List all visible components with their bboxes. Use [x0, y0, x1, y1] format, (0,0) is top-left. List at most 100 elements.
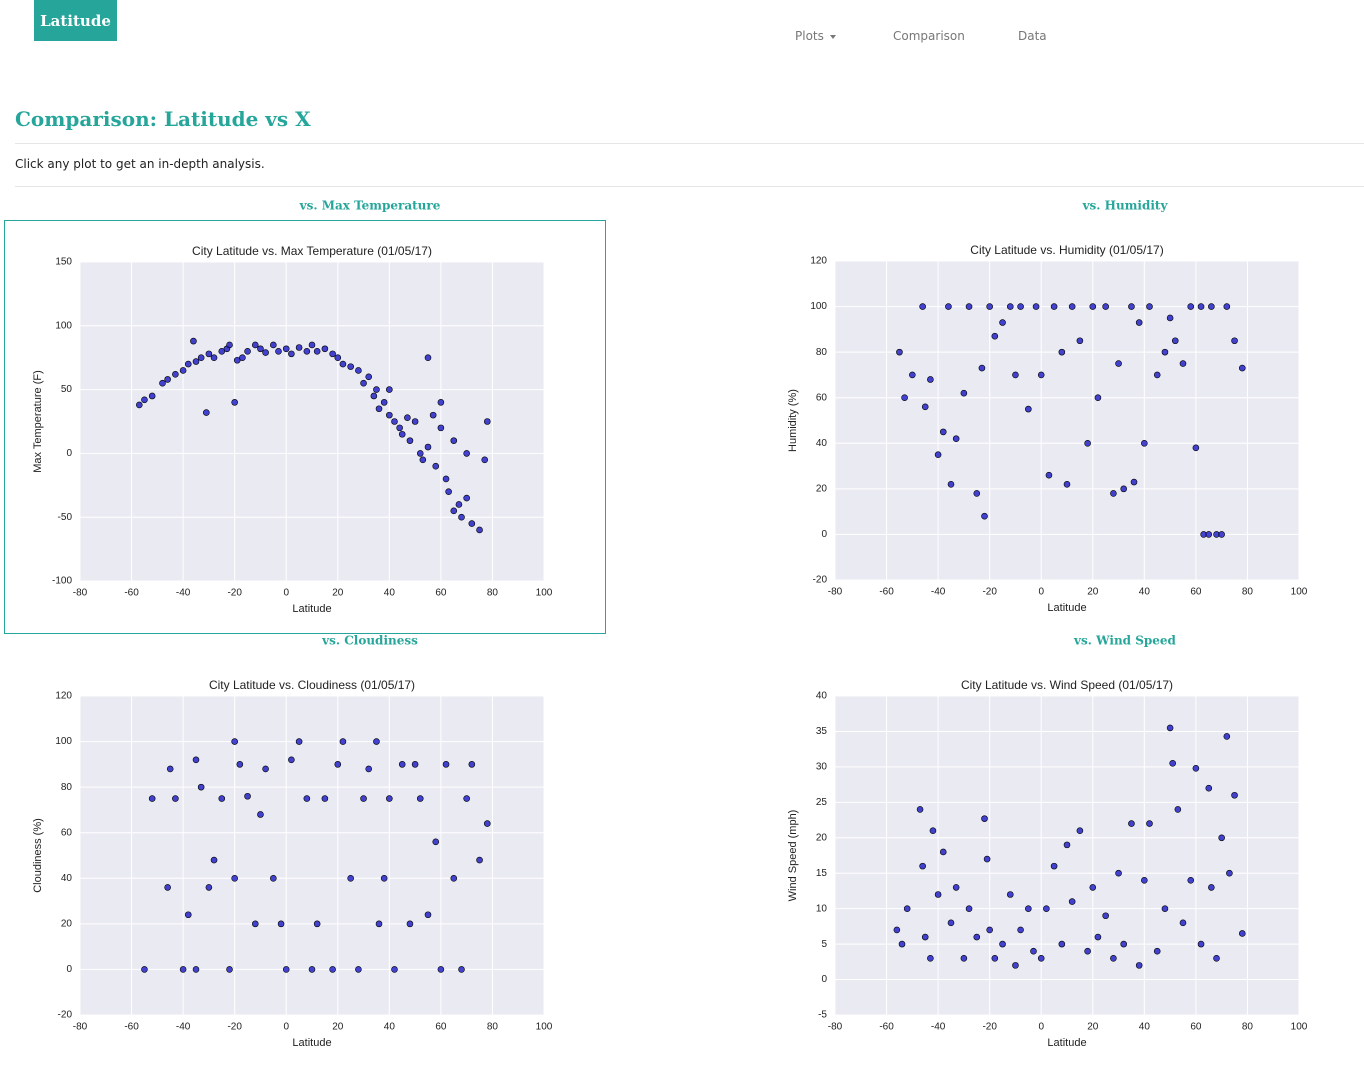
plot-area[interactable]: [835, 696, 1299, 1015]
point: [231, 874, 238, 882]
x-tick-label: 80: [1242, 587, 1254, 598]
chart-heading[interactable]: vs. Max Temperature: [299, 199, 441, 213]
point: [355, 367, 362, 374]
x-tick-label: 40: [1139, 1022, 1151, 1033]
point: [432, 838, 440, 846]
point: [1076, 827, 1084, 834]
point: [1192, 444, 1200, 452]
point: [458, 513, 465, 521]
x-tick-label: -40: [176, 588, 191, 599]
x-tick-label: 80: [1242, 1022, 1254, 1033]
point: [282, 966, 290, 973]
point: [179, 367, 187, 374]
brand[interactable]: Latitude: [34, 0, 117, 41]
point: [481, 456, 489, 464]
plot-area[interactable]: [80, 696, 544, 1015]
point: [244, 792, 251, 800]
point: [463, 450, 470, 457]
point: [1012, 962, 1019, 969]
point: [960, 389, 968, 397]
y-tick-label: 35: [816, 726, 828, 737]
point: [313, 348, 321, 355]
point: [947, 919, 955, 927]
point: [1102, 912, 1109, 920]
divider: [15, 143, 1364, 144]
chart-heading[interactable]: vs. Humidity: [1082, 199, 1169, 213]
point: [437, 399, 445, 406]
point: [476, 856, 483, 864]
point: [445, 488, 452, 495]
point: [1141, 877, 1148, 884]
point: [210, 856, 218, 864]
point: [370, 392, 378, 400]
y-tick-label: 5: [821, 939, 827, 950]
point: [308, 341, 316, 349]
point: [927, 954, 934, 962]
caret: [829, 34, 836, 39]
nav-link[interactable]: Data: [1018, 29, 1047, 43]
point: [303, 348, 311, 355]
x-tick-label: -80: [828, 1022, 843, 1033]
point: [262, 765, 269, 773]
point: [1174, 806, 1182, 813]
x-tick-label: -40: [931, 587, 946, 598]
point: [1045, 471, 1053, 479]
chart-heading[interactable]: vs. Wind Speed: [1073, 634, 1177, 648]
point: [141, 966, 148, 973]
plot-area[interactable]: [835, 261, 1299, 580]
point: [406, 437, 414, 444]
y-tick-label: 40: [61, 873, 73, 884]
point: [1063, 480, 1071, 488]
selected-frame: [4, 220, 606, 634]
point: [1043, 905, 1050, 912]
y-tick-label: 100: [55, 736, 72, 747]
y-tick-label: 120: [55, 691, 72, 702]
point: [432, 462, 440, 470]
point: [934, 891, 942, 898]
point: [450, 507, 458, 515]
point: [270, 874, 277, 882]
point: [406, 920, 414, 928]
x-tick-label: 20: [332, 588, 344, 599]
y-axis-label: Wind Speed (mph): [787, 810, 799, 902]
point: [981, 815, 988, 822]
point: [218, 795, 226, 802]
point: [270, 341, 277, 349]
x-tick-label: -80: [73, 588, 88, 599]
nav-link[interactable]: Plots: [795, 29, 824, 43]
point: [945, 303, 952, 310]
point: [226, 966, 233, 973]
y-tick-label: 40: [816, 691, 828, 702]
point: [1208, 303, 1215, 310]
y-tick-label: -100: [52, 576, 72, 587]
point: [919, 303, 926, 310]
chart-heading[interactable]: vs. Cloudiness: [321, 634, 418, 648]
point: [257, 811, 264, 818]
point: [251, 341, 259, 349]
point: [1076, 337, 1084, 345]
point: [1102, 303, 1109, 310]
point: [203, 409, 210, 416]
point: [939, 428, 947, 436]
x-tick-label: 40: [384, 588, 396, 599]
point: [424, 911, 432, 919]
plot-area[interactable]: [80, 262, 544, 581]
point: [1231, 337, 1238, 345]
x-tick-label: 60: [435, 588, 447, 599]
x-axis-label: Latitude: [292, 603, 331, 615]
point: [135, 401, 143, 409]
point: [355, 966, 362, 973]
point: [1238, 364, 1246, 372]
point: [1025, 405, 1032, 413]
x-axis-label: Latitude: [1047, 602, 1086, 614]
point: [1187, 877, 1195, 884]
x-tick-label: 100: [536, 1022, 553, 1033]
y-tick-label: 60: [61, 827, 73, 838]
nav-plots[interactable]: Plots: [795, 29, 836, 43]
point: [386, 411, 393, 419]
point: [1179, 360, 1187, 367]
nav-link[interactable]: Comparison: [893, 29, 965, 43]
point: [1128, 303, 1135, 310]
x-tick-label: 20: [332, 1022, 344, 1033]
point: [1030, 947, 1037, 955]
